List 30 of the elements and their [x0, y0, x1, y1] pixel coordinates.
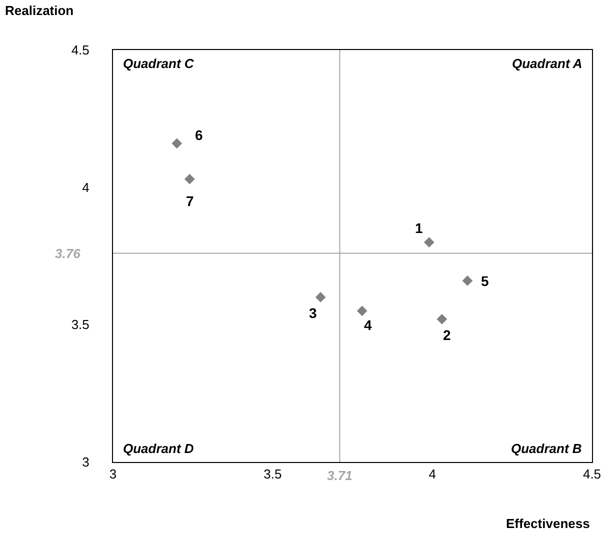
annotation: 7 [186, 193, 194, 209]
x-tick-label: 4.5 [582, 466, 602, 482]
annotation: Quadrant A [512, 56, 582, 71]
y-axis-title: Realization [5, 3, 74, 18]
y-tick-label: 3.5 [71, 317, 90, 332]
annotation: Quadrant D [123, 441, 194, 456]
y-tick-label: 4 [82, 180, 90, 195]
y-tick-label: 3 [82, 454, 90, 470]
point [424, 237, 434, 248]
x-tick-label: 4 [428, 466, 436, 482]
annotation: 3 [309, 305, 317, 321]
ref-line-label: 3.71 [327, 468, 352, 483]
annotation: Quadrant C [123, 56, 194, 71]
point [184, 174, 195, 184]
annotation: 4 [364, 317, 372, 333]
annotation: 6 [195, 127, 203, 143]
annotation: 2 [443, 327, 451, 343]
x-axis-title: Effectiveness [506, 516, 590, 531]
y-tick-label: 4.5 [71, 42, 90, 58]
x-tick-label: 3.5 [264, 466, 282, 482]
point [315, 292, 326, 302]
point [462, 276, 473, 286]
point [356, 306, 368, 316]
annotation: 5 [481, 273, 489, 289]
annotation: 1 [415, 220, 423, 236]
annotation: Quadrant B [511, 441, 582, 456]
ref-line-label: 3.76 [55, 246, 82, 261]
point [172, 138, 182, 149]
point [436, 314, 448, 324]
x-tick-label: 3 [109, 466, 117, 482]
